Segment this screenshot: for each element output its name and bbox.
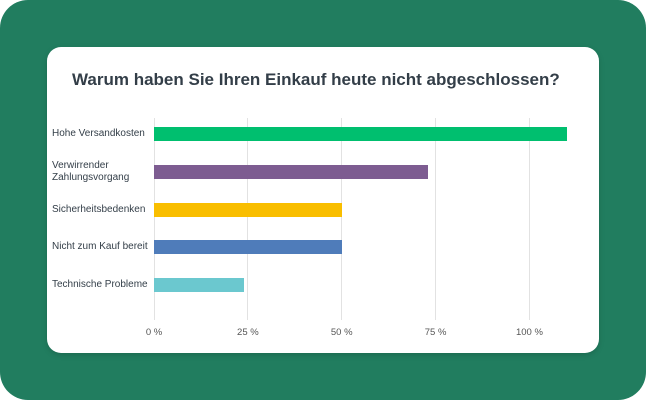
grid-line — [341, 118, 343, 320]
grid-line — [435, 118, 437, 320]
x-tick-label: 25 % — [237, 327, 259, 338]
x-tick-label: 0 % — [145, 327, 163, 338]
grid-line — [247, 118, 249, 320]
x-tick-label: 75 % — [424, 327, 447, 338]
bar — [154, 202, 342, 217]
y-tick-label: Hohe Versandkosten — [52, 128, 145, 139]
grid-line — [528, 118, 530, 320]
bar — [154, 164, 429, 179]
chart-title: Warum haben Sie Ihren Einkauf heute nich… — [72, 70, 560, 89]
y-tick-label: Nicht zum Kauf bereit — [52, 241, 148, 253]
bar — [154, 127, 567, 141]
bar — [154, 240, 342, 255]
chart-card — [47, 47, 599, 353]
y-tick-label: Verwirrender Zahlungsvorgang — [52, 159, 130, 183]
y-tick-label: Technische Probleme — [52, 279, 148, 291]
grid-line — [153, 118, 155, 320]
y-tick-label: Sicherheitsbedenken — [52, 203, 146, 215]
x-tick-label: 100 % — [515, 327, 543, 338]
bar — [154, 278, 245, 293]
x-tick-label: 50 % — [330, 327, 353, 338]
